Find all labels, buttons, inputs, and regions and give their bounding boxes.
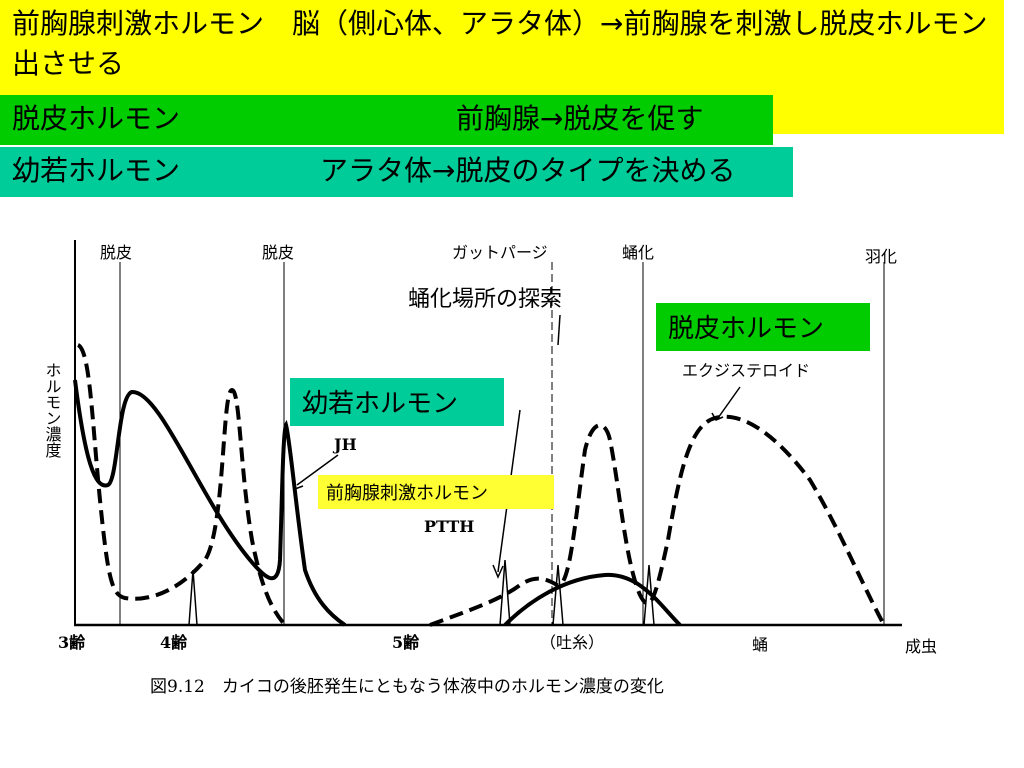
- search-label: 蛹化場所の探索: [408, 287, 562, 312]
- header-row: 脱皮ホルモン 前胸腺→脱皮を促す: [0, 95, 773, 145]
- callout-text: 前胸腺刺激ホルモン: [326, 483, 488, 504]
- jh-curve: [73, 379, 682, 627]
- callout-box: [656, 303, 870, 351]
- stage-label: 4齢: [160, 633, 188, 652]
- callout-box: [290, 378, 504, 426]
- stage-label: 3齢: [58, 633, 86, 652]
- event-label: 脱皮: [262, 243, 294, 262]
- header-text: 前胸腺→脱皮を促す: [456, 102, 704, 135]
- header-row: 幼若ホルモン アラタ体→脱皮のタイプを決める: [0, 147, 793, 197]
- header-text: 前胸腺刺激ホルモン 脳（側心体、アラタ体）→前胸腺を刺激し脱皮ホルモン出させる: [12, 7, 988, 80]
- caption: 図9.12 カイコの後胚発生にともなう体液中のホルモン濃度の変化: [150, 677, 664, 697]
- header-name: 幼若ホルモン: [12, 154, 181, 187]
- header-text: アラタ体→脱皮のタイプを決める: [320, 154, 736, 187]
- pulses: [188, 314, 741, 626]
- stage-label: 成虫: [905, 637, 937, 656]
- event-label: ガットパージ: [452, 243, 548, 262]
- event-label: 蛹化: [622, 243, 654, 262]
- event-label: 羽化: [865, 247, 897, 266]
- callout-text: JH: [332, 435, 357, 454]
- event-label: 脱皮: [100, 243, 132, 262]
- header-name: 脱皮ホルモン: [12, 102, 181, 135]
- stage-label: 5齢: [392, 633, 420, 652]
- stage-label: （吐糸）: [540, 633, 604, 652]
- callout-text: PTTH: [424, 517, 474, 536]
- stage-label: 蛹: [752, 635, 768, 654]
- callout-text: 幼若ホルモン: [302, 389, 458, 419]
- callout-text: 脱皮ホルモン: [668, 314, 824, 344]
- ecdysteroid-curve: [76, 343, 886, 627]
- y-axis-label: ホルモン濃度: [43, 362, 62, 458]
- callout-box: [318, 475, 554, 509]
- callout-text: エクジステロイド: [682, 361, 810, 380]
